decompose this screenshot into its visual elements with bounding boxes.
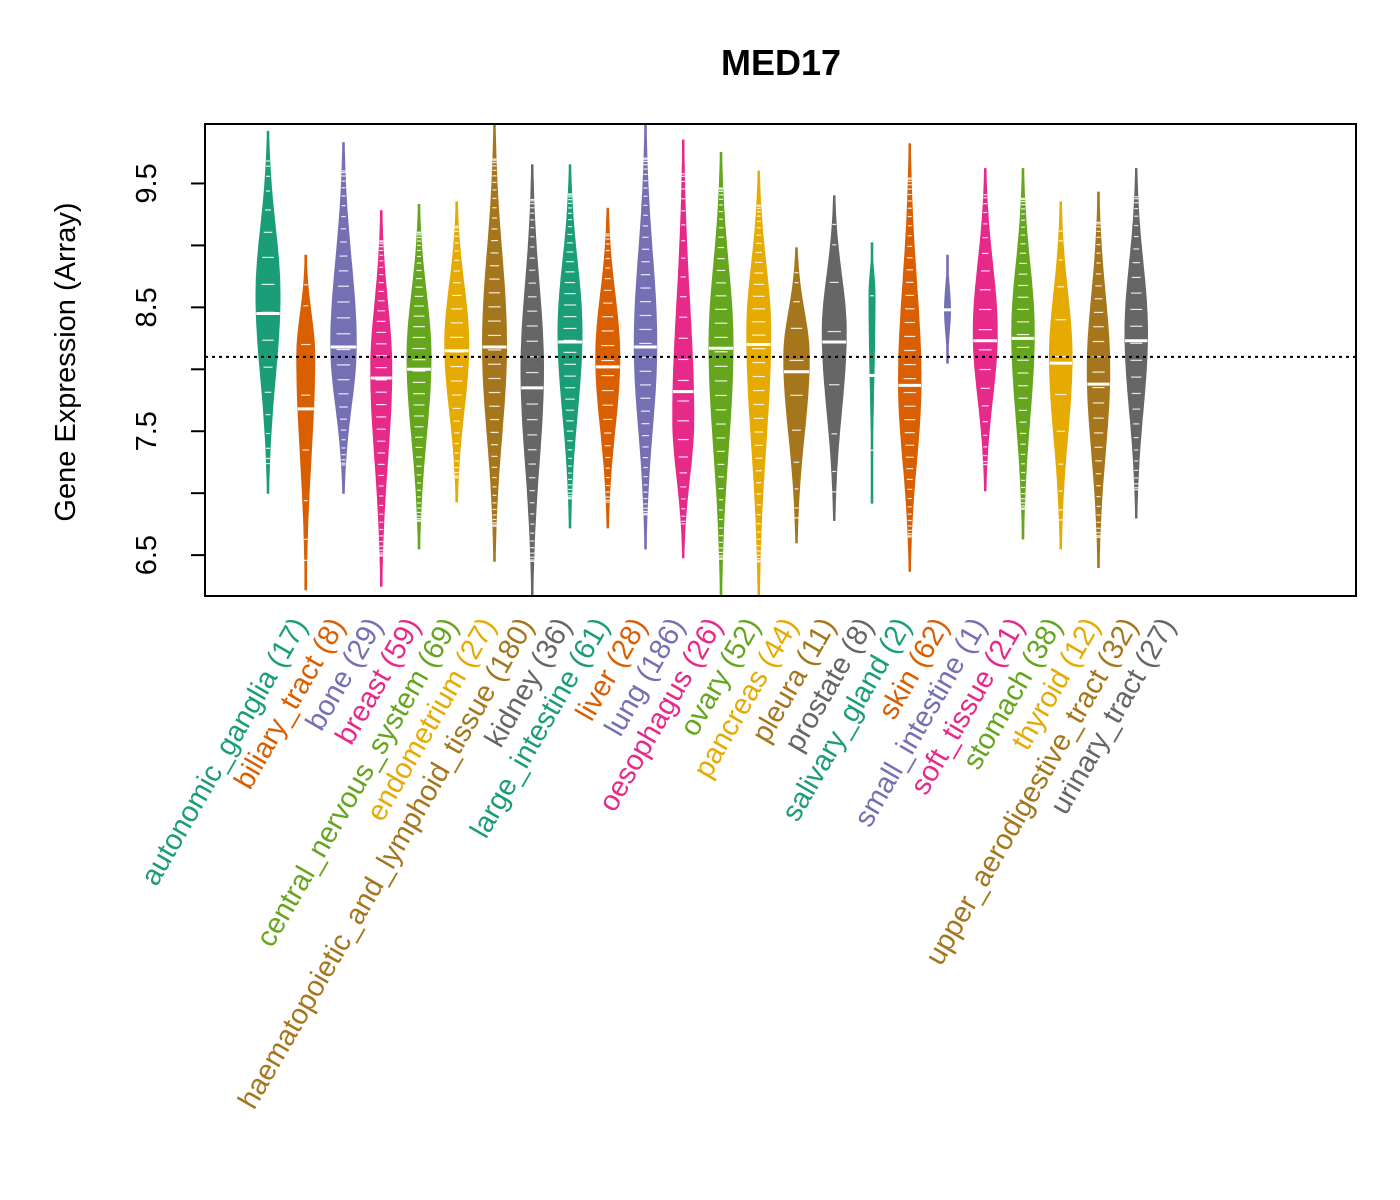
violin-group: [255, 123, 1148, 597]
y-tick-label: 9.5: [131, 163, 163, 203]
violin-breast: [370, 210, 393, 587]
violin-pleura: [783, 247, 810, 544]
plot-frame: [204, 123, 1357, 597]
violin-pancreas: [746, 170, 772, 597]
violin-small_intestine: [939, 254, 956, 364]
violin-large_intestine: [557, 164, 583, 529]
chart-title: MED17: [721, 42, 841, 83]
violin-salivary_gland: [864, 242, 880, 504]
violin-upper_aerodigestive_tract: [1086, 191, 1111, 568]
violin-prostate: [821, 195, 847, 521]
violin-oesophagus: [672, 139, 695, 559]
violin-urinary_tract: [1124, 168, 1148, 519]
violin-haematopoietic_and_lymphoid_tissue: [482, 123, 507, 562]
violin-bone: [330, 142, 357, 494]
x-label-autonomic_ganglia: autonomic_ganglia (17): [135, 613, 314, 892]
x-label-count: (27): [1129, 613, 1183, 674]
violin-kidney: [520, 164, 544, 597]
y-axis: 6.5 7.5 8.5 9.5: [131, 163, 205, 575]
y-tick-label: 8.5: [131, 287, 163, 327]
y-axis-label: Gene Expression (Array): [50, 202, 82, 521]
violin-autonomic_ganglia: [255, 130, 281, 494]
x-label-skin: skin (62): [872, 613, 955, 725]
violin-stomach: [1011, 168, 1035, 540]
y-tick-label: 7.5: [131, 411, 163, 451]
violin-biliary_tract: [296, 254, 316, 591]
violin-lung: [633, 123, 658, 550]
violin-liver: [595, 207, 621, 529]
x-axis-labels: autonomic_ganglia (17)biliary_tract (8)b…: [135, 613, 1183, 1115]
violin-thyroid: [1049, 201, 1073, 550]
violin-skin: [898, 143, 922, 572]
violin-soft_tissue: [972, 168, 998, 492]
y-tick-label: 6.5: [131, 535, 163, 575]
violin-endometrium: [444, 201, 470, 503]
violin-ovary: [708, 152, 734, 596]
violin-central_nervous_system: [406, 204, 432, 550]
